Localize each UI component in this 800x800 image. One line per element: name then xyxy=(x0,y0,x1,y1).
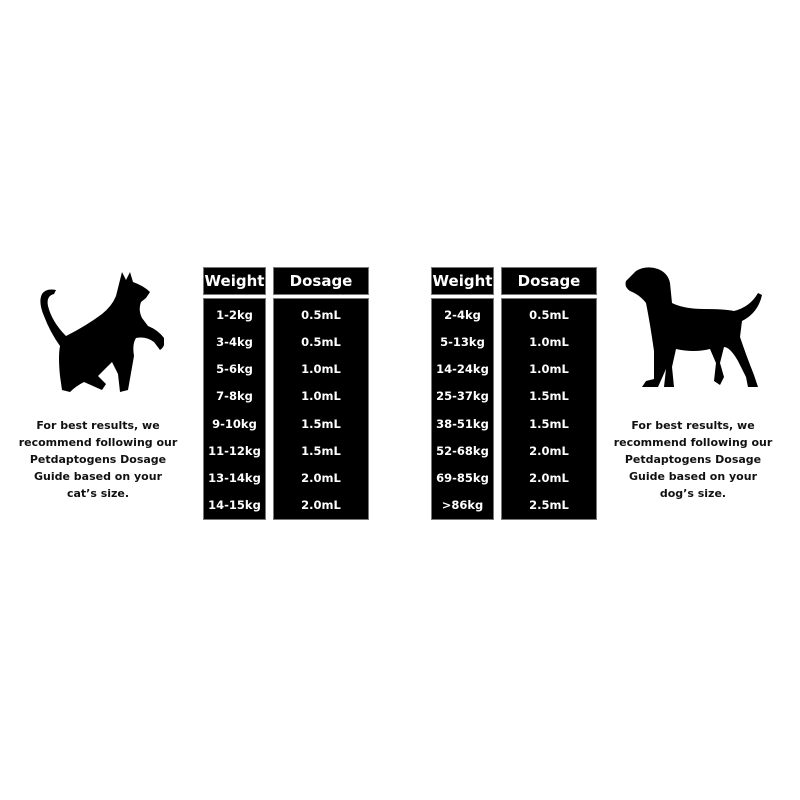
cat-weight-cell: 3-4kg xyxy=(216,334,253,349)
dog-weight-cell: 38-51kg xyxy=(436,416,489,431)
dog-weight-column: 2-4kg 5-13kg 14-24kg 25-37kg 38-51kg 52-… xyxy=(431,298,494,520)
dog-dosage-header: Dosage xyxy=(501,267,597,295)
cat-weight-cell: 14-15kg xyxy=(208,498,261,513)
cat-weight-cell: 7-8kg xyxy=(216,389,253,404)
dog-weight-cell: 25-37kg xyxy=(436,389,489,404)
cat-weight-cell: 5-6kg xyxy=(216,362,253,377)
dog-dosage-column: 0.5mL 1.0mL 1.0mL 1.5mL 1.5mL 2.0mL 2.0m… xyxy=(501,298,597,520)
dog-weight-header: Weight xyxy=(431,267,494,295)
cat-dosage-note: For best results, we recommend following… xyxy=(18,419,178,500)
cat-dosage-cell: 1.5mL xyxy=(301,443,341,458)
cat-weight-cell: 9-10kg xyxy=(212,416,257,431)
dog-dosage-cell: 1.0mL xyxy=(529,362,569,377)
cat-dosage-cell: 0.5mL xyxy=(301,307,341,322)
cat-dosage-cell: 1.0mL xyxy=(301,389,341,404)
dog-weight-cell: >86kg xyxy=(441,498,484,513)
cat-dosage-cell: 2.0mL xyxy=(301,498,341,513)
dog-dosage-cell: 2.5mL xyxy=(529,498,569,513)
cat-dosage-cell: 0.5mL xyxy=(301,334,341,349)
dog-weight-cell: 5-13kg xyxy=(440,334,485,349)
dog-weight-cell: 69-85kg xyxy=(436,471,489,486)
dog-dosage-cell: 1.5mL xyxy=(529,389,569,404)
dog-silhouette-icon xyxy=(625,267,762,387)
cat-weight-cell: 13-14kg xyxy=(208,471,261,486)
cat-weight-header: Weight xyxy=(203,267,266,295)
dog-dosage-cell: 1.0mL xyxy=(529,334,569,349)
dog-dosage-cell: 0.5mL xyxy=(529,307,569,322)
dog-weight-cell: 14-24kg xyxy=(436,362,489,377)
cat-weight-cell: 11-12kg xyxy=(208,443,261,458)
dog-dosage-note: For best results, we recommend following… xyxy=(613,419,773,500)
dog-weight-cell: 2-4kg xyxy=(444,307,481,322)
dog-dosage-cell: 1.5mL xyxy=(529,416,569,431)
cat-weight-cell: 1-2kg xyxy=(216,307,253,322)
cat-weight-column: 1-2kg 3-4kg 5-6kg 7-8kg 9-10kg 11-12kg 1… xyxy=(203,298,266,520)
dog-dosage-cell: 2.0mL xyxy=(529,443,569,458)
dog-dosage-cell: 2.0mL xyxy=(529,471,569,486)
cat-dosage-header: Dosage xyxy=(273,267,369,295)
cat-dosage-cell: 1.0mL xyxy=(301,362,341,377)
cat-dosage-cell: 2.0mL xyxy=(301,471,341,486)
cat-dosage-column: 0.5mL 0.5mL 1.0mL 1.0mL 1.5mL 1.5mL 2.0m… xyxy=(273,298,369,520)
dog-weight-cell: 52-68kg xyxy=(436,443,489,458)
cat-dosage-cell: 1.5mL xyxy=(301,416,341,431)
cat-silhouette-icon xyxy=(40,272,164,392)
